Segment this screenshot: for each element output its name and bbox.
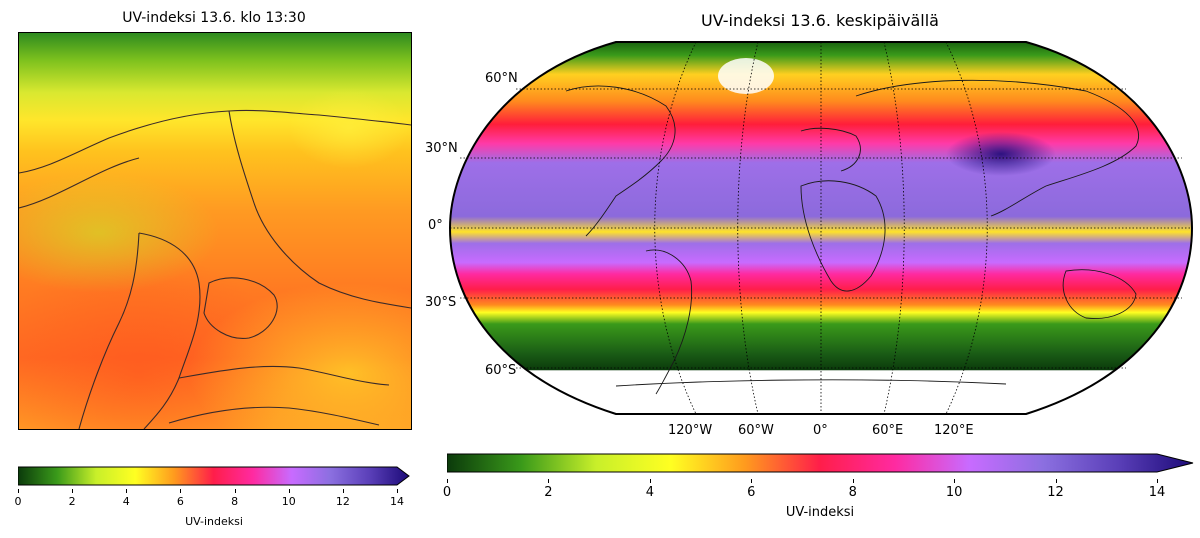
estonia-coast (168, 406, 380, 426)
lat-label-60s: 60°S (485, 363, 517, 378)
left-colorbar-tick-mark (234, 489, 236, 493)
regional-coastlines (19, 109, 411, 429)
gulf-of-finland (178, 365, 390, 386)
regional-uv-map (18, 32, 412, 430)
lakeland-outline (203, 277, 278, 339)
left-colorbar-tick-label: 8 (231, 495, 239, 508)
right-colorbar-tick-label: 12 (1047, 485, 1064, 500)
left-colorbar-tick-mark (288, 489, 290, 493)
right-colorbar-label: UV-indeksi (785, 505, 855, 520)
left-map-title: UV-indeksi 13.6. klo 13:30 (122, 10, 306, 26)
lat-label-30s: 30°S (425, 295, 457, 310)
lon-label-60w: 60°W (738, 423, 774, 438)
lon-label-60e: 60°E (872, 423, 904, 438)
right-colorbar-tick-mark (954, 479, 956, 483)
continent-outlines (565, 79, 1139, 395)
right-colorbar-tick-mark (852, 479, 854, 483)
right-colorbar-tick-mark (649, 479, 651, 483)
left-colorbar-tick-mark (342, 489, 344, 493)
right-colorbar-tick-label: 4 (645, 485, 654, 500)
left-colorbar-tick-label: 4 (122, 495, 130, 508)
lat-label-60n: 60°N (485, 71, 518, 86)
left-colorbar-tick-label: 6 (176, 495, 184, 508)
lat-label-30n: 30°N (425, 141, 458, 156)
left-colorbar-tick-label: 12 (335, 495, 350, 508)
left-colorbar-tick-mark (397, 489, 398, 493)
right-colorbar-tick-label: 6 (747, 485, 756, 500)
left-colorbar-tick-mark (126, 489, 128, 493)
globe-outline (448, 41, 1194, 415)
global-uv-map (446, 36, 1196, 420)
right-colorbar-tick-mark (1157, 479, 1158, 483)
left-colorbar-tick-label: 10 (281, 495, 296, 508)
graticule (450, 41, 1192, 415)
lon-label-120e: 120°E (934, 423, 974, 438)
finland-border (228, 110, 411, 309)
right-colorbar-tick-label: 14 (1148, 485, 1166, 500)
right-colorbar-tick-label: 2 (544, 485, 553, 500)
scandinavian-west-coast (19, 157, 140, 209)
left-colorbar (18, 465, 410, 489)
right-colorbar-tick-mark (751, 479, 753, 483)
tibet-high-uv (946, 132, 1056, 176)
meridian-120e (945, 41, 988, 415)
meridian-60e (883, 41, 905, 415)
left-colorbar-tick-label: 2 (68, 495, 76, 508)
left-colorbar-label: UV-indeksi (185, 515, 243, 528)
right-colorbar-tick-label: 0 (442, 485, 452, 500)
left-colorbar-tick-mark (72, 489, 74, 493)
lon-label-120w: 120°W (668, 423, 713, 438)
right-colorbar (447, 452, 1195, 480)
right-colorbar-tick-mark (1055, 479, 1057, 483)
meridian-60w (737, 41, 759, 415)
left-colorbar-tick-label: 0 (14, 495, 22, 508)
right-colorbar-tick-mark (548, 479, 550, 483)
left-colorbar-tick-label: 14 (390, 495, 404, 508)
greenland (718, 58, 774, 94)
right-colorbar-body (447, 453, 1194, 473)
lon-label-0: 0° (813, 423, 828, 438)
right-map-title: UV-indeksi 13.6. keskipäivällä (701, 11, 939, 30)
gulf-of-bothnia (138, 232, 201, 429)
right-colorbar-tick-label: 10 (945, 485, 963, 500)
sweden-coast (78, 232, 140, 429)
norway-coast (19, 109, 411, 174)
left-colorbar-tick-mark (18, 489, 19, 493)
left-colorbar-tick-mark (180, 489, 182, 493)
right-colorbar-tick-mark (447, 479, 448, 483)
lat-label-equator: 0° (428, 218, 443, 233)
left-colorbar-body (18, 466, 410, 486)
right-colorbar-tick-label: 8 (848, 485, 857, 500)
meridian-120w (654, 41, 697, 415)
